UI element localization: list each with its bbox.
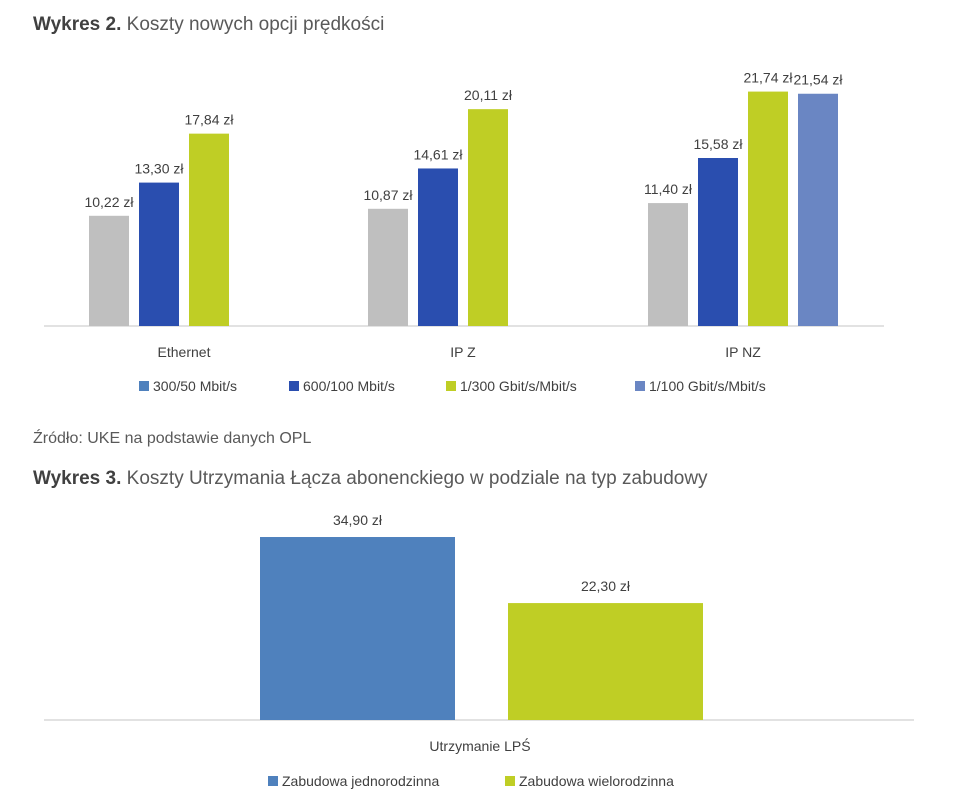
chart-1-bar: [798, 93, 838, 326]
source-note: Źródło: UKE na podstawie danych OPL: [33, 430, 312, 447]
chart-2-title: Wykres 3. Koszty Utrzymania Łącza abonen…: [33, 468, 708, 490]
chart-2-title-label: Wykres 3.: [33, 468, 122, 489]
chart-1-data-label: 10,87 zł: [363, 187, 413, 203]
chart-2-data-label: 22,30 zł: [581, 578, 631, 594]
chart-1-category-label: IP NZ: [725, 344, 761, 360]
chart-2-bar: [508, 603, 703, 720]
chart-2-data-label: 34,90 zł: [333, 512, 383, 528]
chart-1-legend-marker: [289, 381, 299, 391]
chart-1-legend-label: 600/100 Mbit/s: [303, 378, 395, 394]
chart-1-bar: [189, 133, 229, 326]
chart-1-bar: [748, 91, 788, 326]
chart-1-data-label: 14,61 zł: [413, 146, 463, 162]
chart-1-data-label: 17,84 zł: [184, 112, 234, 128]
chart-1-legend-marker: [139, 381, 149, 391]
chart-2-legend-label: Zabudowa wielorodzinna: [519, 773, 674, 789]
chart-1-legend-label: 300/50 Mbit/s: [153, 378, 237, 394]
chart-1-title-text: Koszty nowych opcji prędkości: [126, 14, 385, 35]
chart-2-title-text: Koszty Utrzymania Łącza abonenckiego w p…: [126, 468, 708, 489]
chart-1-bar: [698, 158, 738, 326]
chart-1-title-label: Wykres 2.: [33, 14, 122, 35]
chart-1-bar: [418, 168, 458, 326]
chart-1-bar: [648, 203, 688, 326]
chart-1-category-label: Ethernet: [158, 344, 211, 360]
chart-1-bar: [368, 208, 408, 326]
chart-1-bar: [468, 109, 508, 326]
chart-1-bar: [89, 215, 129, 326]
chart-2-bar: [260, 537, 455, 720]
chart-1-legend-label: 1/100 Gbit/s/Mbit/s: [649, 378, 766, 394]
chart-1-legend-label: 1/300 Gbit/s/Mbit/s: [460, 378, 577, 394]
chart-1: 10,22 zł 13,30 zł 17,84 zł Ethernet 10,87 zł…: [44, 70, 884, 394]
chart-1-data-label: 11,40 zł: [644, 181, 693, 197]
chart-1-data-label: 21,74 zł: [743, 70, 793, 86]
chart-2-legend-marker: [268, 776, 278, 786]
chart-1-data-label: 21,54 zł: [793, 72, 843, 88]
chart-1-title: Wykres 2. Koszty nowych opcji prędkości: [33, 14, 384, 36]
chart-1-data-label: 10,22 zł: [84, 194, 134, 210]
chart-2-legend-label: Zabudowa jednorodzinna: [282, 773, 439, 789]
chart-2-legend-marker: [505, 776, 515, 786]
chart-2-category-label: Utrzymanie LPŚ: [429, 737, 530, 754]
chart-1-data-label: 13,30 zł: [134, 161, 184, 177]
chart-1-legend-marker: [635, 381, 645, 391]
chart-1-data-label: 20,11 zł: [464, 87, 513, 103]
chart-1-data-label: 15,58 zł: [693, 136, 743, 152]
chart-1-category-label: IP Z: [450, 344, 476, 360]
chart-1-bar: [139, 182, 179, 326]
chart-1-legend-marker: [446, 381, 456, 391]
